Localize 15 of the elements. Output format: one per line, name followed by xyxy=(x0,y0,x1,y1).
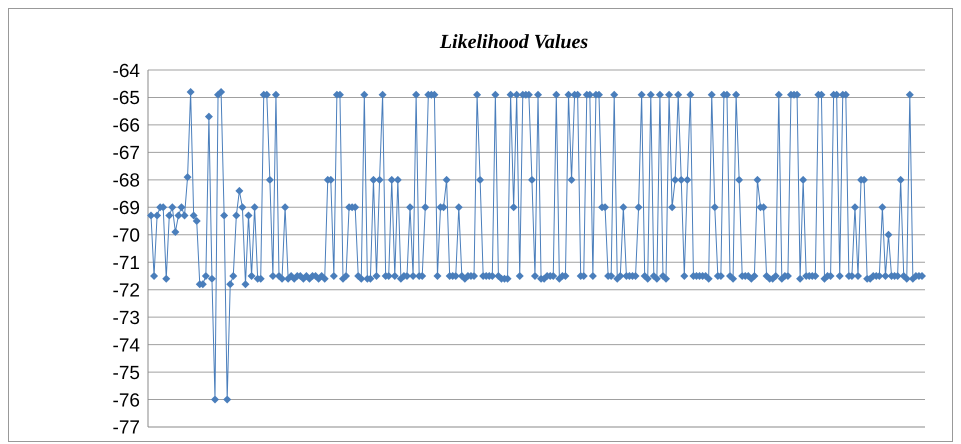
y-tick-label: -72 xyxy=(112,280,140,302)
y-tick-label: -74 xyxy=(112,335,140,356)
y-tick-label: -69 xyxy=(112,198,140,220)
y-tick-label: -64 xyxy=(112,60,140,82)
y-tick-label: -76 xyxy=(112,390,140,412)
y-tick-label: -70 xyxy=(112,226,140,247)
chart-title: Likelihood Values xyxy=(438,31,590,54)
y-tick-label: -77 xyxy=(112,418,140,439)
y-tick-label: -68 xyxy=(112,170,140,192)
y-tick-label: -75 xyxy=(112,362,140,384)
y-tick-label: -65 xyxy=(112,88,140,110)
y-tick-label: -73 xyxy=(112,308,140,329)
y-tick-label: -67 xyxy=(112,143,140,164)
y-tick-label: -71 xyxy=(112,252,140,274)
y-tick-label: -66 xyxy=(112,116,140,137)
